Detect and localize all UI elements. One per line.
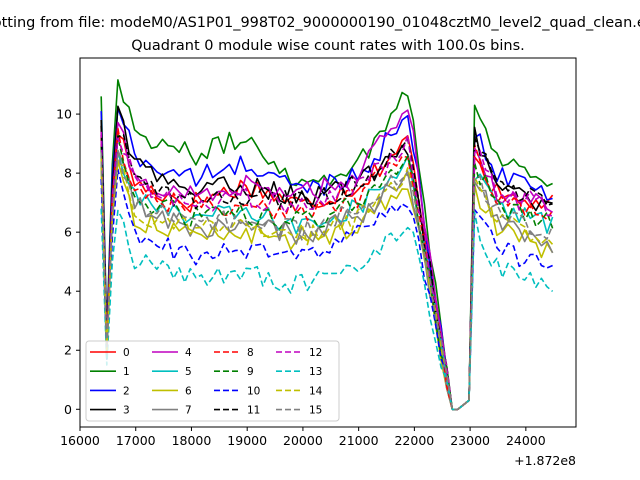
- series-9-line: [100, 134, 554, 411]
- x-axis-offset-label: +1.872e8: [514, 453, 576, 468]
- series-layer: [100, 79, 554, 411]
- x-tick-label: 22000: [394, 433, 434, 448]
- figure-suptitle: Plotting from file: modeM0/AS1P01_998T02…: [0, 15, 640, 31]
- legend-label: 8: [247, 347, 254, 359]
- plot-frame: [79, 57, 577, 428]
- series-13-line: [100, 208, 554, 411]
- series-6-line: [100, 160, 554, 411]
- legend-frame: [85, 340, 340, 422]
- series-2-line: [100, 107, 553, 411]
- x-tick-label: 21000: [339, 433, 379, 448]
- y-tick-label: 6: [64, 225, 72, 240]
- legend-label: 6: [185, 385, 192, 397]
- series-14-line: [100, 158, 554, 411]
- legend-label: 12: [309, 347, 322, 359]
- legend-label: 11: [247, 405, 260, 417]
- y-tick-label: 0: [64, 402, 72, 417]
- x-tick-label: 18000: [172, 433, 212, 448]
- x-tick-label: 19000: [227, 433, 267, 448]
- series-8-line: [100, 127, 554, 411]
- y-tick-label: 8: [64, 166, 72, 181]
- legend-label: 1: [123, 366, 130, 378]
- y-tick-label: 4: [64, 284, 72, 299]
- series-3-line: [100, 105, 553, 411]
- legend-label: 0: [123, 347, 130, 359]
- x-tick-label: 24000: [506, 433, 546, 448]
- series-12-line: [100, 131, 553, 411]
- chart-title: Quadrant 0 module wise count rates with …: [131, 38, 525, 54]
- legend-label: 4: [185, 347, 192, 359]
- legend-label: 9: [247, 366, 254, 378]
- y-tick-label: 2: [64, 343, 72, 358]
- y-tick-label: 10: [56, 107, 72, 122]
- y-axis: 0 2 4 6 8 10: [56, 107, 80, 417]
- legend-label: 5: [185, 366, 192, 378]
- series-15-line: [100, 152, 554, 411]
- legend-label: 7: [185, 405, 192, 417]
- x-tick-label: 20000: [283, 433, 323, 448]
- legend-label: 10: [247, 385, 260, 397]
- legend-label: 14: [309, 385, 323, 397]
- x-tick-label: 17000: [116, 433, 156, 448]
- legend-label: 13: [309, 366, 322, 378]
- legend-label: 3: [123, 405, 130, 417]
- x-tick-label: 16000: [60, 433, 100, 448]
- series-10-line: [100, 168, 553, 411]
- x-axis: 16000 17000 18000 19000 20000 21000 22000 23000…: [60, 427, 546, 448]
- legend-label: 2: [123, 385, 130, 397]
- legend-label: 15: [309, 405, 322, 417]
- x-tick-label: 23000: [450, 433, 490, 448]
